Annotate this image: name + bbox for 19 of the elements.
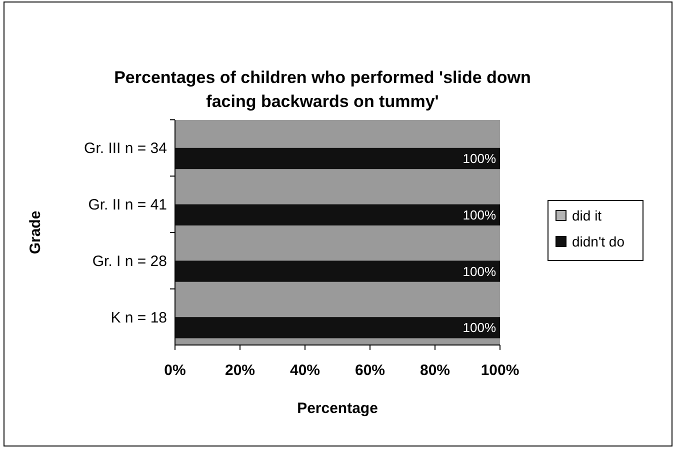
x-tick-label: 40% [290,362,320,379]
x-tick-label: 0% [164,362,186,379]
y-tick-label: Gr. III n = 34 [84,140,167,158]
x-tick-label: 80% [420,362,450,379]
data-label: 100% [462,151,496,166]
y-tick-label: Gr. II n = 41 [88,196,167,214]
data-label: 100% [462,264,496,279]
legend-label: did it [572,207,602,224]
y-tick-label: Gr. I n = 28 [92,252,167,270]
x-tick-label: 60% [354,362,386,379]
x-tick-label: 20% [224,362,256,379]
data-label: 100% [462,207,496,222]
y-axis-title: Grade [27,210,44,254]
data-label: 100% [462,320,496,336]
chart-title: Percentages of children who performed 'slide down facing backwards on tummy' [114,68,531,111]
y-tick-label: K n = 18 [110,309,167,326]
x-axis-title: Percentage [297,400,378,417]
legend-label: didn't do [572,233,625,250]
x-tick-label: 100% [480,362,520,379]
